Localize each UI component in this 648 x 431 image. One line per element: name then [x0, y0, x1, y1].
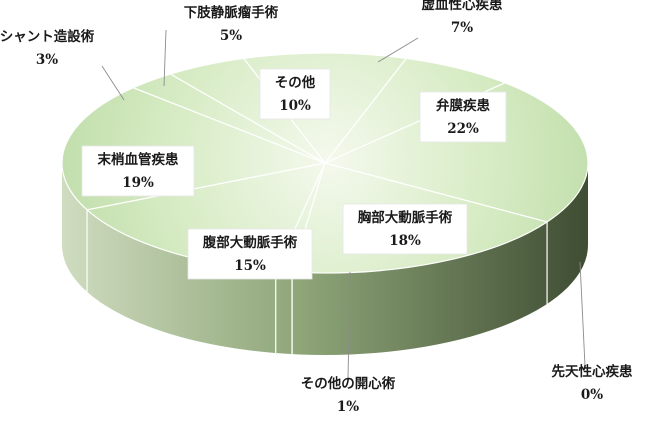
slice-label-name: シャント造設術	[0, 28, 95, 45]
slice-label-value: 19%	[122, 175, 154, 191]
slice-label-name: 下肢静脈瘤手術	[184, 4, 279, 21]
slice-label-value: 10%	[279, 98, 311, 114]
slice-label: 下肢静脈瘤手術 5%	[184, 4, 279, 44]
slice-label-value: 7%	[451, 20, 473, 36]
slice-label-name: 虚血性心疾患	[422, 0, 503, 13]
slice-label: 先天性心疾患 0%	[552, 363, 633, 403]
slice-label-value: 22%	[447, 121, 479, 137]
slice-label-value: 0%	[581, 387, 603, 403]
slice-label: その他の開心術 1%	[301, 375, 396, 415]
slice-label: 胸部大動脈手術 18%	[342, 203, 468, 255]
slice-label: その他 10%	[259, 68, 331, 120]
pie-side-wall	[62, 163, 588, 355]
leader-line	[579, 261, 586, 367]
slice-label-name: 末梢血管疾患	[98, 151, 179, 168]
label-box	[81, 145, 195, 197]
side-wall	[62, 163, 588, 355]
slice-label-name: 弁膜疾患	[436, 97, 490, 114]
leader-line	[163, 29, 167, 87]
slice-label-value: 3%	[36, 52, 58, 68]
slice-label-name: 先天性心疾患	[552, 363, 633, 380]
pie-slice	[324, 57, 506, 164]
slice-label-value: 1%	[337, 399, 359, 415]
slice-label-name: その他	[275, 74, 316, 91]
leader-line	[377, 37, 419, 63]
label-box	[187, 228, 313, 280]
slice-label-value: 15%	[234, 258, 266, 274]
slice-labels: 虚血性心疾患 7% 弁膜疾患 22% 胸部大動脈手術 18% 先天性心疾患 0% その他の開心術…	[0, 0, 633, 415]
slice-label-value: 18%	[389, 233, 421, 249]
pie-slice	[324, 82, 589, 223]
slice-label: 弁膜疾患 22%	[419, 91, 507, 143]
slice-label: 虚血性心疾患 7%	[422, 0, 503, 36]
label-box	[419, 91, 507, 143]
leader-line	[347, 271, 351, 379]
slice-label-name: 腹部大動脈手術	[203, 234, 298, 251]
slice-label-value: 5%	[220, 28, 242, 44]
leader-lines	[101, 29, 586, 379]
slice-label: 腹部大動脈手術 15%	[187, 228, 313, 280]
leader-line	[101, 65, 125, 101]
label-box	[342, 203, 468, 255]
label-box	[259, 68, 331, 120]
slice-label: 末梢血管疾患 19%	[81, 145, 195, 197]
slice-label: シャント造設術 3%	[0, 28, 95, 68]
slice-label-name: 胸部大動脈手術	[358, 209, 453, 226]
slice-label-name: その他の開心術	[301, 375, 396, 392]
